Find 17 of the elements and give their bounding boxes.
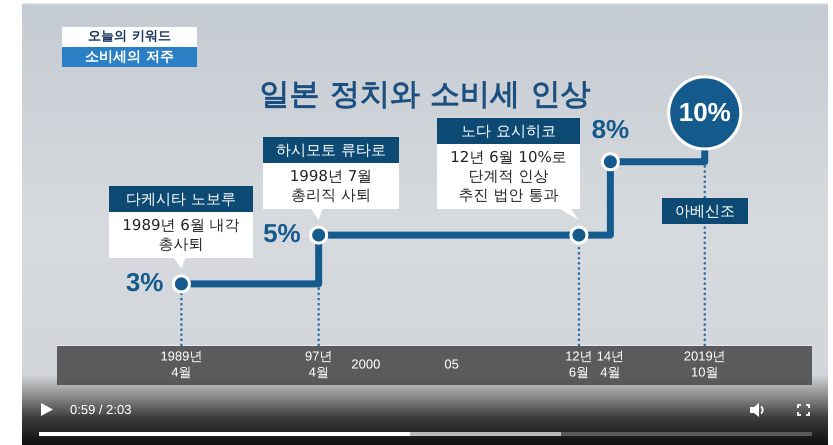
x-tick-label: 2000 [351,356,380,372]
text: 0:59 / 2:03 [70,402,132,418]
x-tick-label: 05 [444,356,459,372]
x-tick-label: 14년 4월 [596,348,624,380]
x-tick-label: 12년 6월 [565,348,593,380]
data-label: 3% [126,267,164,298]
x-tick-label: 2019년 10월 [684,348,726,380]
annotation: 다케시타 노보루 1989년 6월 내각 총사퇴 [121,189,241,254]
x-tick-label: 97년 4월 [304,348,332,380]
annotation: 하시모토 류타로 1998년 7월 총리직 사퇴 [275,140,387,205]
annotation: 오늘의 키워드 소비세의 저주 [84,28,175,67]
annotation: 노다 요시히코 12년 6월 10%로 단계적 인상 추진 법안 통과 [449,121,568,205]
text: 일본 정치와 소비세 인상 [259,77,591,112]
data-label: 5% [263,218,301,248]
data-label: 8% [592,114,630,144]
x-tick-label: 1989년 4월 [160,348,202,380]
data-label: 10% [678,97,731,128]
